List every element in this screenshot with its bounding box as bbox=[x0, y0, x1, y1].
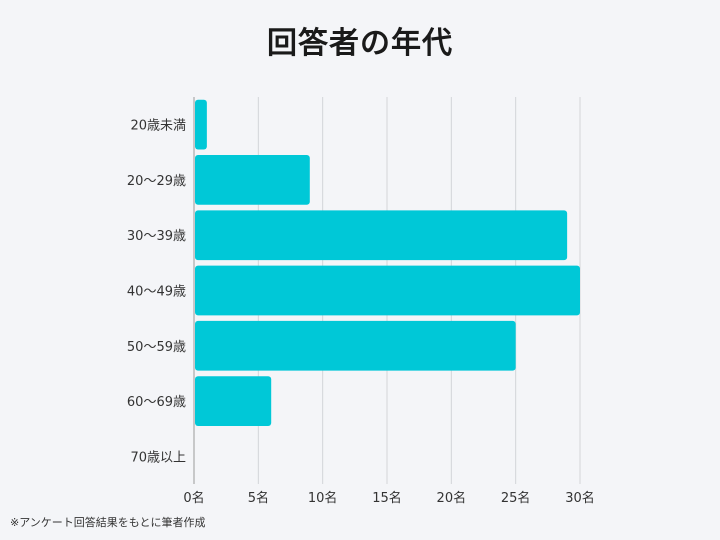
category-label: 60～69歳 bbox=[127, 395, 186, 410]
x-tick-label: 25名 bbox=[501, 490, 531, 506]
category-label: 50～59歳 bbox=[127, 340, 186, 355]
bar bbox=[195, 265, 580, 316]
x-tick-label: 5名 bbox=[248, 490, 269, 506]
category-label: 20歳未満 bbox=[130, 119, 186, 134]
bar bbox=[195, 376, 272, 426]
footnote: ※アンケート回答結果をもとに筆者作成 bbox=[10, 516, 206, 529]
x-tick-label: 15名 bbox=[372, 490, 402, 506]
x-tick-label: 10名 bbox=[308, 490, 338, 506]
chart-title: 回答者の年代 bbox=[267, 26, 453, 61]
x-tick-label: 0名 bbox=[183, 490, 204, 506]
x-tick-label: 30名 bbox=[565, 490, 595, 506]
category-label: 20～29歳 bbox=[127, 174, 186, 189]
bar bbox=[195, 210, 568, 261]
bar bbox=[195, 155, 310, 205]
bar bbox=[195, 99, 207, 150]
bar bbox=[195, 320, 516, 371]
category-label: 40～49歳 bbox=[127, 285, 186, 300]
x-tick-label: 20名 bbox=[437, 490, 467, 506]
category-label: 30～39歳 bbox=[127, 229, 186, 244]
category-label: 70歳以上 bbox=[130, 450, 186, 465]
